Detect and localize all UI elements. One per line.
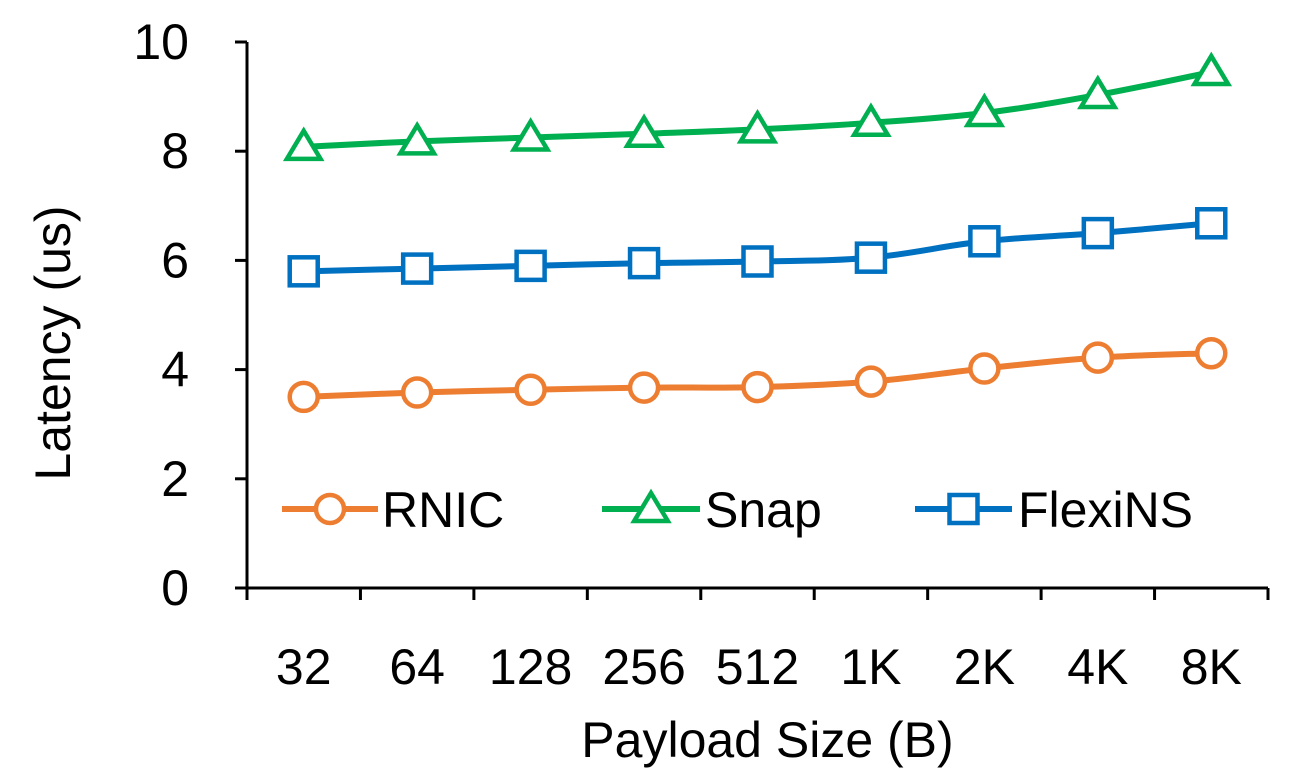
data-point-snap bbox=[623, 113, 665, 148]
data-point-rnic bbox=[1081, 341, 1115, 374]
series-flexins bbox=[287, 207, 1228, 288]
data-point-snap bbox=[396, 120, 438, 156]
x-tick-label: 256 bbox=[602, 639, 685, 695]
series-rnic bbox=[287, 336, 1228, 414]
y-tick-label: 0 bbox=[161, 560, 189, 616]
legend-marker-circle-icon bbox=[313, 492, 347, 526]
legend-marker-square-icon bbox=[947, 492, 980, 526]
y-tick-label: 8 bbox=[161, 123, 189, 179]
y-tick-label: 10 bbox=[133, 14, 189, 70]
data-point-rnic bbox=[854, 365, 888, 398]
data-point-flexins bbox=[287, 255, 320, 288]
y-tick-label: 6 bbox=[161, 232, 189, 288]
data-point-rnic bbox=[627, 371, 661, 404]
data-point-snap bbox=[509, 117, 552, 152]
data-point-snap bbox=[1077, 74, 1119, 110]
x-tick-label: 128 bbox=[489, 639, 572, 695]
y-tick-label: 2 bbox=[161, 451, 189, 507]
series-snap bbox=[282, 51, 1233, 162]
x-tick-label: 64 bbox=[389, 639, 445, 695]
axes bbox=[235, 40, 1270, 600]
x-tick-label: 2K bbox=[954, 639, 1015, 695]
y-tick-label: 4 bbox=[161, 342, 189, 398]
data-point-rnic bbox=[1195, 336, 1228, 370]
legend-label: FlexiNS bbox=[1018, 482, 1193, 538]
data-point-snap bbox=[736, 108, 779, 144]
data-point-rnic bbox=[287, 380, 320, 414]
x-axis-title: Payload Size (B) bbox=[581, 712, 953, 768]
data-point-snap bbox=[1190, 51, 1233, 87]
data-point-snap bbox=[850, 102, 892, 138]
x-tick-label: 512 bbox=[716, 639, 799, 695]
data-point-flexins bbox=[627, 246, 661, 280]
x-tick-label: 1K bbox=[840, 639, 901, 695]
data-point-flexins bbox=[400, 252, 434, 285]
legend-entry-rnic: RNIC bbox=[282, 482, 504, 538]
legend-label: RNIC bbox=[382, 482, 504, 538]
legend-marker-triangle-icon bbox=[630, 488, 672, 524]
legend: RNIC Snap FlexiNS bbox=[282, 482, 1193, 538]
x-tick-label: 8K bbox=[1181, 639, 1242, 695]
series-group bbox=[282, 51, 1233, 414]
y-axis-title: Latency (us) bbox=[25, 205, 81, 480]
data-point-flexins bbox=[741, 245, 774, 278]
legend-entry-flexins: FlexiNS bbox=[915, 482, 1193, 538]
data-point-snap bbox=[282, 126, 325, 162]
x-tick-label: 32 bbox=[276, 639, 332, 695]
data-point-flexins bbox=[968, 225, 1001, 258]
data-point-rnic bbox=[741, 370, 774, 404]
data-point-flexins bbox=[514, 249, 547, 283]
data-point-snap bbox=[963, 92, 1006, 128]
data-point-rnic bbox=[400, 376, 434, 409]
data-point-flexins bbox=[1195, 207, 1228, 240]
tick-labels: 0 2 4 6 8 10 32 64 128 256 512 1K 2K 4K 8K bbox=[133, 14, 1241, 695]
legend-label: Snap bbox=[705, 482, 822, 538]
legend-entry-snap: Snap bbox=[602, 482, 822, 538]
data-point-rnic bbox=[514, 373, 547, 407]
data-point-flexins bbox=[1081, 216, 1115, 250]
data-point-flexins bbox=[854, 241, 888, 274]
data-point-rnic bbox=[968, 352, 1001, 385]
x-tick-label: 4K bbox=[1067, 639, 1128, 695]
